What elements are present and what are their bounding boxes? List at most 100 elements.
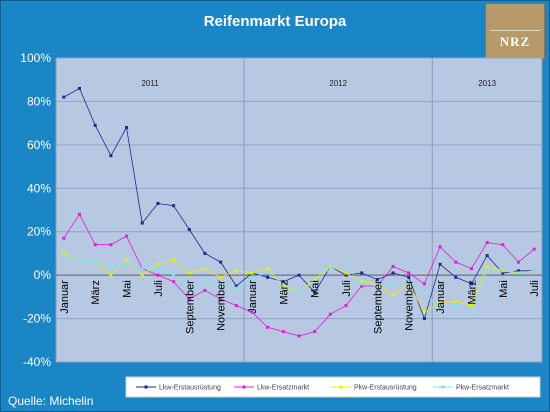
data-point (501, 243, 505, 247)
data-point (438, 308, 442, 312)
data-point (297, 273, 301, 277)
data-point (516, 269, 520, 273)
data-point (281, 284, 285, 288)
data-point (78, 258, 82, 262)
data-point (328, 267, 332, 271)
data-point (407, 271, 411, 275)
legend-marker (441, 385, 445, 389)
legend-marker (242, 385, 246, 389)
x-tick-label: März (90, 280, 102, 304)
data-point (156, 273, 160, 277)
data-point (156, 201, 160, 205)
x-tick-label: Januar (247, 280, 259, 314)
data-point (250, 271, 254, 275)
data-point (93, 243, 97, 247)
data-point (172, 273, 176, 277)
x-tick-label: März (466, 280, 478, 304)
x-tick-label: November (404, 280, 416, 331)
data-point (360, 271, 364, 275)
data-point (360, 284, 364, 288)
data-point (485, 241, 489, 245)
data-point (109, 154, 113, 158)
data-point (501, 269, 505, 273)
x-tick-label: Januar (59, 280, 71, 314)
data-point (156, 262, 160, 266)
x-tick-label: Mai (310, 280, 322, 298)
plot-area (55, 57, 543, 363)
data-point (250, 310, 254, 314)
data-point (266, 271, 270, 275)
data-point (266, 275, 270, 279)
data-point (485, 269, 489, 273)
y-tick-label: 20% (27, 225, 51, 239)
data-point (93, 260, 97, 264)
data-point (172, 204, 176, 208)
data-point (297, 334, 301, 338)
data-point (391, 264, 395, 268)
data-point (234, 284, 238, 288)
data-point (313, 277, 317, 281)
data-point (187, 297, 191, 301)
data-point (375, 284, 379, 288)
data-point (454, 260, 458, 264)
legend-label: Pkw-Ersatzmarkt (456, 385, 509, 392)
data-point (469, 304, 473, 308)
year-label: 2013 (478, 79, 496, 88)
data-point (62, 254, 66, 258)
data-point (344, 304, 348, 308)
data-point (454, 299, 458, 303)
data-point (438, 301, 442, 305)
y-tick-label: 40% (27, 181, 51, 195)
data-point (125, 234, 129, 238)
data-point (344, 264, 348, 268)
data-point (266, 325, 270, 329)
logo-text: NRZ (499, 34, 531, 49)
data-point (156, 267, 160, 271)
data-point (454, 275, 458, 279)
y-tick-label: 0% (34, 268, 52, 282)
x-tick-label: September (184, 280, 196, 334)
legend-label: Lkw-Ersatzmarkt (257, 385, 309, 392)
data-point (203, 280, 207, 284)
legend-label: Pkw-Erstausrüstung (354, 385, 417, 392)
data-point (234, 304, 238, 308)
data-point (375, 282, 379, 286)
x-tick-label: September (372, 280, 384, 334)
data-point (344, 271, 348, 275)
y-tick-label: 80% (27, 94, 51, 108)
legend: Lkw-Erstausrüstung Lkw-Ersatzmarkt Pkw-Ers… (125, 376, 541, 398)
data-point (203, 288, 207, 292)
y-tick-label: 100% (20, 51, 51, 65)
data-point (344, 273, 348, 277)
data-point (172, 280, 176, 284)
data-point (438, 262, 442, 266)
data-point (219, 275, 223, 279)
x-tick-label: Mai (122, 280, 134, 298)
chart-title: Reifenmarkt Europa (203, 13, 347, 30)
data-point (125, 125, 129, 129)
data-point (313, 330, 317, 334)
data-point (203, 251, 207, 255)
data-point (407, 282, 411, 286)
data-point (501, 267, 505, 271)
data-point (62, 251, 66, 255)
data-point (234, 286, 238, 290)
data-point (109, 273, 113, 277)
data-point (219, 297, 223, 301)
x-tick-label: Juli (153, 280, 165, 297)
data-point (516, 271, 520, 275)
data-point (454, 304, 458, 308)
data-point (391, 271, 395, 275)
legend-label: Lkw-Erstausrüstung (159, 385, 221, 392)
x-tick-label: Juli (529, 280, 541, 297)
data-point (532, 269, 536, 273)
data-point (62, 95, 66, 99)
data-point (140, 267, 144, 271)
data-point (187, 228, 191, 232)
data-point (219, 284, 223, 288)
data-point (125, 262, 129, 266)
y-tick-label: -40% (23, 355, 51, 369)
data-point (328, 312, 332, 316)
